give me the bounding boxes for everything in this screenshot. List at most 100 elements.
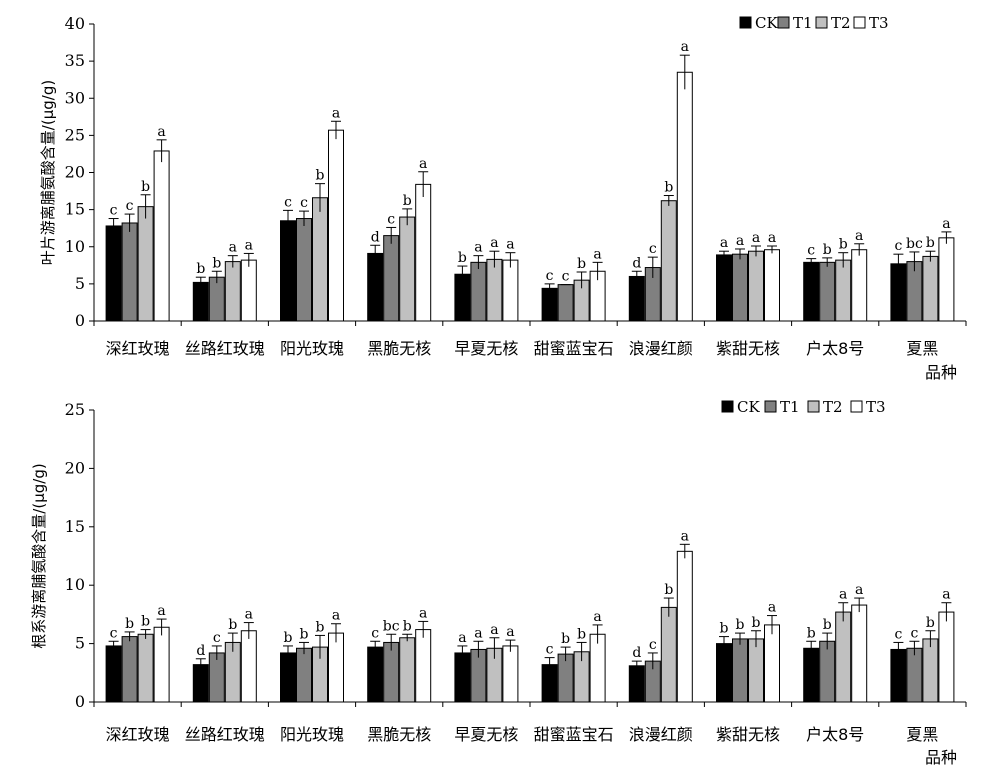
significance-label: b	[577, 256, 586, 272]
bar-ck	[803, 647, 820, 703]
significance-label: b	[926, 235, 935, 251]
x-axis-label: 品种	[925, 363, 957, 382]
bar-t1	[121, 636, 138, 703]
category-label: 丝路红玫瑰	[185, 725, 265, 744]
bar-t3	[240, 630, 257, 703]
significance-label: b	[839, 237, 848, 253]
y-tick-label: 20	[65, 458, 85, 477]
bar-t3	[502, 645, 519, 703]
significance-label: a	[593, 246, 601, 262]
bar-t2	[922, 638, 939, 703]
significance-label: a	[855, 582, 863, 598]
significance-label: b	[196, 261, 205, 277]
significance-label: a	[157, 603, 165, 619]
significance-label: c	[562, 269, 570, 285]
y-axis-label: 根系游离脯氨酸含量/(μg/g)	[30, 463, 48, 648]
bar-t2	[660, 606, 677, 703]
bar-ck	[367, 646, 384, 703]
chart-2: 0 5 10 15 20 25 根系游离脯氨酸含量/(μg/g) 深红玫瑰 丝路红玫瑰 阳光玫瑰 黑…	[30, 398, 967, 767]
significance-label: b	[664, 180, 673, 196]
bar-t1	[296, 647, 312, 703]
significance-label: b	[720, 621, 729, 637]
significance-label: b	[403, 193, 412, 209]
category-label: 早夏无核	[454, 725, 518, 744]
significance-label: c	[910, 625, 918, 641]
significance-label: b	[316, 168, 325, 184]
significance-label: b	[736, 617, 745, 633]
significance-label: c	[213, 630, 221, 646]
category-label: 早夏无核	[454, 339, 518, 358]
significance-label: b	[664, 582, 673, 598]
bar-t3	[938, 611, 955, 703]
significance-label: b	[823, 617, 832, 633]
bar-t2	[835, 259, 852, 322]
significance-label: a	[768, 600, 776, 616]
legend-swatch	[850, 400, 863, 413]
bar-ck	[105, 225, 122, 322]
legend-swatch	[853, 16, 866, 29]
significance-label: a	[768, 230, 776, 246]
legend-swatch	[764, 400, 777, 413]
significance-label: b	[561, 631, 570, 647]
bar-t3	[676, 71, 693, 322]
y-axis-label: 叶片游离脯氨酸含量/(μg/g)	[39, 80, 57, 265]
bar-t3	[938, 237, 955, 322]
bar-t2	[922, 255, 939, 322]
category-label: 紫甜无核	[716, 339, 780, 358]
significance-label: a	[752, 230, 760, 246]
bar-t2	[312, 197, 328, 322]
significance-label: a	[419, 156, 427, 172]
y-tick-label: 15	[65, 517, 85, 536]
bar-t3	[328, 632, 344, 703]
category-label: 夏黑	[906, 725, 938, 744]
bar-t3	[851, 249, 868, 322]
significance-label: c	[894, 238, 902, 254]
bar-t3	[589, 633, 606, 703]
y-tick-label: 10	[65, 575, 85, 594]
y-tick-label: 30	[65, 88, 85, 107]
significance-label: a	[157, 124, 165, 140]
bar-t3	[153, 626, 170, 703]
significance-label: b	[212, 255, 221, 271]
significance-label: b	[926, 615, 935, 631]
significance-label: bc	[383, 618, 400, 634]
legend-swatch	[815, 16, 828, 29]
bar-ck	[716, 643, 732, 703]
bar-t2	[137, 206, 154, 322]
bar-t1	[383, 641, 400, 703]
bar-t3	[676, 550, 693, 703]
significance-label: a	[458, 630, 466, 646]
bar-ck	[890, 648, 907, 703]
significance-label: bc	[906, 236, 923, 252]
significance-label: a	[332, 608, 340, 624]
y-tick-label: 10	[65, 237, 85, 256]
significance-label: a	[245, 237, 253, 253]
bar-t1	[732, 253, 748, 322]
category-label: 黑脆无核	[367, 339, 431, 358]
legend-swatch	[777, 16, 790, 29]
significance-label: d	[632, 255, 641, 271]
significance-label: c	[300, 195, 308, 211]
category-label: 甜蜜蓝宝石	[534, 339, 614, 358]
significance-label: d	[371, 229, 380, 245]
significance-label: a	[332, 105, 340, 121]
bar-t2	[399, 637, 416, 703]
significance-label: b	[141, 614, 150, 630]
significance-label: a	[474, 240, 482, 256]
significance-label: b	[458, 250, 467, 266]
y-tick-label: 25	[65, 400, 85, 419]
significance-label: b	[228, 617, 237, 633]
legend-label: T1	[793, 14, 813, 32]
significance-label: c	[546, 268, 554, 284]
bar-t2	[399, 216, 416, 322]
y-tick-label: 35	[65, 51, 85, 70]
significance-label: c	[894, 626, 902, 642]
bar-t1	[819, 640, 836, 703]
category-label: 夏黑	[906, 339, 938, 358]
significance-label: c	[649, 637, 657, 653]
bar-ck	[454, 652, 471, 703]
legend-label: T1	[780, 398, 800, 416]
category-label: 黑脆无核	[367, 725, 431, 744]
bar-t2	[748, 250, 764, 322]
significance-label: a	[593, 609, 601, 625]
